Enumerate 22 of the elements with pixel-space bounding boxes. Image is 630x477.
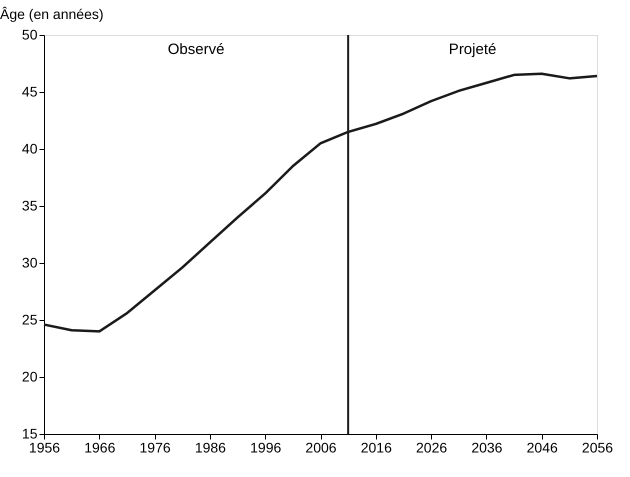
- x-tick-label: 1986: [194, 440, 226, 456]
- y-axis-title: Âge (en années): [0, 6, 104, 22]
- x-tick-label: 2016: [360, 440, 392, 456]
- y-tick-label: 30: [22, 254, 38, 270]
- y-tick-label: 35: [22, 198, 38, 214]
- y-tick-label: 50: [22, 26, 38, 42]
- x-tick-label: 1956: [28, 440, 60, 456]
- x-tick-label: 2046: [526, 440, 558, 456]
- y-tick-label: 40: [22, 140, 38, 156]
- y-tick-label: 15: [22, 426, 38, 442]
- x-tick-label: 1996: [250, 440, 282, 456]
- x-tick-label: 1966: [84, 440, 116, 456]
- y-tick-label: 45: [22, 84, 38, 100]
- y-tick-label: 25: [22, 312, 38, 328]
- x-tick-label: 2056: [582, 440, 614, 456]
- x-tick-label: 1976: [140, 440, 171, 456]
- y-tick-label: 20: [22, 368, 38, 384]
- x-tick-label: 2026: [416, 440, 448, 456]
- x-tick-label: 2036: [471, 440, 503, 456]
- annotation: Observé: [168, 41, 224, 58]
- annotation: Projeté: [448, 41, 496, 58]
- x-tick-label: 2006: [305, 440, 337, 456]
